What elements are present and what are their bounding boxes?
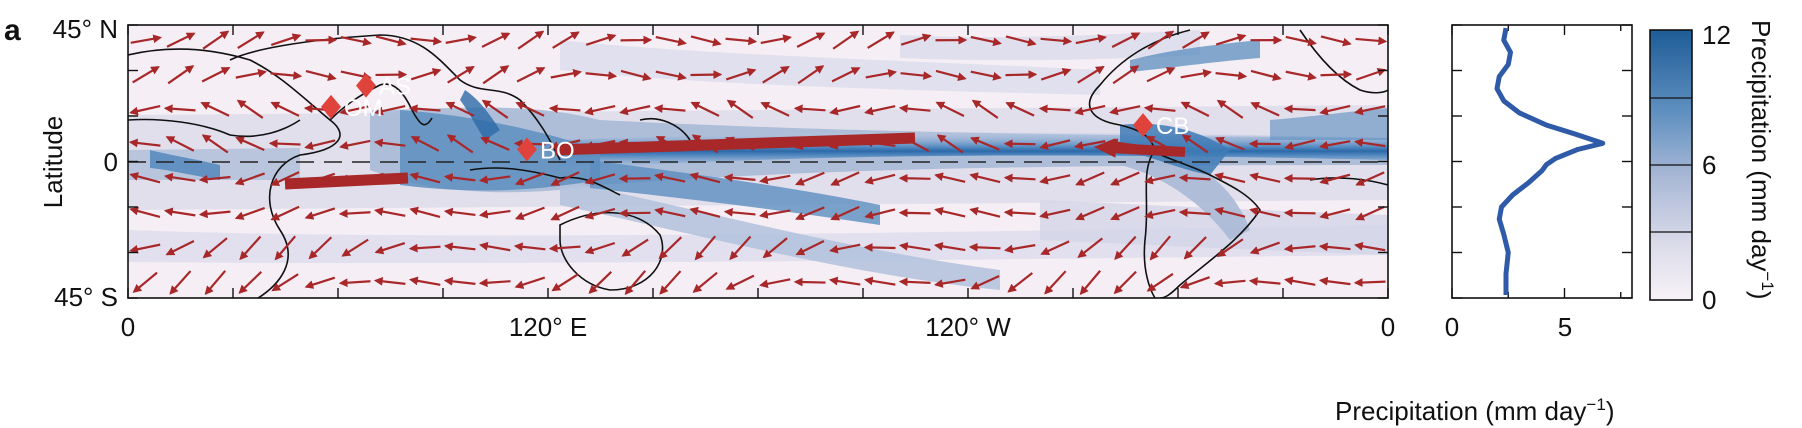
wind-arrow bbox=[306, 40, 336, 41]
colorbar: 12 6 0 Precipitation (mm day−1) bbox=[1650, 20, 1777, 315]
x-tick-0-east: 0 bbox=[1381, 312, 1395, 342]
wind-arrow bbox=[796, 282, 826, 283]
wind-arrow bbox=[1006, 144, 1036, 145]
site-label-om: OM bbox=[344, 95, 383, 122]
colorbar-label: Precipitation (mm day−1) bbox=[1746, 20, 1777, 299]
wind-arrow bbox=[1286, 213, 1316, 214]
site-label-as: AS bbox=[379, 74, 411, 101]
wind-arrow bbox=[271, 143, 301, 144]
wind-arrow bbox=[901, 178, 931, 179]
colorbar-tick-12: 12 bbox=[1702, 20, 1731, 50]
wind-arrow bbox=[1321, 74, 1351, 75]
wind-arrow bbox=[1286, 178, 1316, 179]
y-axis-label: Latitude bbox=[38, 116, 68, 209]
profile-frame bbox=[1452, 25, 1632, 298]
wind-arrow bbox=[691, 74, 721, 75]
profile-x-tick-0: 0 bbox=[1445, 312, 1459, 342]
x-tick-120w: 120° W bbox=[925, 312, 1011, 342]
colorbar-tick-6: 6 bbox=[1702, 150, 1716, 180]
profile-x-tick-5: 5 bbox=[1558, 312, 1572, 342]
colorbar-tick-0: 0 bbox=[1702, 285, 1716, 315]
wind-arrow bbox=[901, 282, 931, 283]
wind-arrow bbox=[1356, 282, 1386, 283]
y-tick-45s: 45° S bbox=[54, 282, 118, 312]
profile-x-label: Precipitation (mm day−1) bbox=[1335, 395, 1614, 426]
wind-arrow bbox=[866, 247, 896, 248]
x-tick-0: 0 bbox=[121, 312, 135, 342]
wind-arrow bbox=[901, 213, 931, 214]
wind-arrow bbox=[971, 247, 1001, 248]
map-panel: OMAS BO CB 45° N 0 45° S Latitude 0 120° E… bbox=[38, 14, 1395, 342]
x-tick-120e: 120° E bbox=[509, 312, 587, 342]
flow-arrow-atlantic-shaft bbox=[1110, 148, 1185, 152]
site-label-bo: BO bbox=[540, 137, 575, 164]
panel-label: a bbox=[4, 14, 21, 47]
wind-arrow bbox=[1286, 109, 1316, 111]
site-label-cb: CB bbox=[1156, 113, 1189, 140]
flow-arrow-indian bbox=[285, 178, 408, 184]
wind-arrow bbox=[1006, 74, 1036, 75]
y-tick-0: 0 bbox=[104, 147, 118, 177]
y-tick-45n: 45° N bbox=[53, 14, 118, 44]
